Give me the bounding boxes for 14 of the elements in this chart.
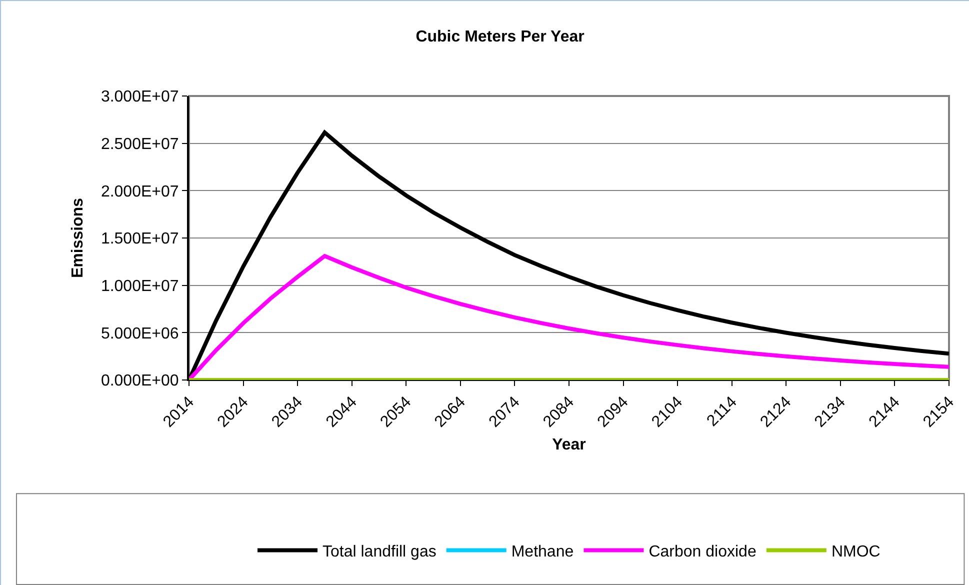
y-axis-title: Emissions bbox=[69, 198, 86, 278]
y-tick-label: 2.000E+07 bbox=[100, 183, 179, 200]
legend-label: Methane bbox=[511, 544, 574, 561]
y-tick-label: 1.000E+07 bbox=[100, 278, 179, 295]
y-tick-label: 2.500E+07 bbox=[100, 136, 179, 153]
chart-title: Cubic Meters Per Year bbox=[416, 28, 584, 46]
legend-label: Total landfill gas bbox=[322, 544, 436, 561]
x-axis-title: Year bbox=[552, 436, 586, 454]
legend-label: Carbon dioxide bbox=[648, 544, 756, 561]
legend-label: NMOC bbox=[831, 544, 880, 561]
y-tick-label: 3.000E+07 bbox=[100, 88, 179, 106]
y-tick-label: 0.000E+00 bbox=[100, 372, 179, 390]
y-tick-label: 1.500E+07 bbox=[100, 230, 179, 248]
y-tick-label: 5.000E+06 bbox=[100, 325, 179, 342]
